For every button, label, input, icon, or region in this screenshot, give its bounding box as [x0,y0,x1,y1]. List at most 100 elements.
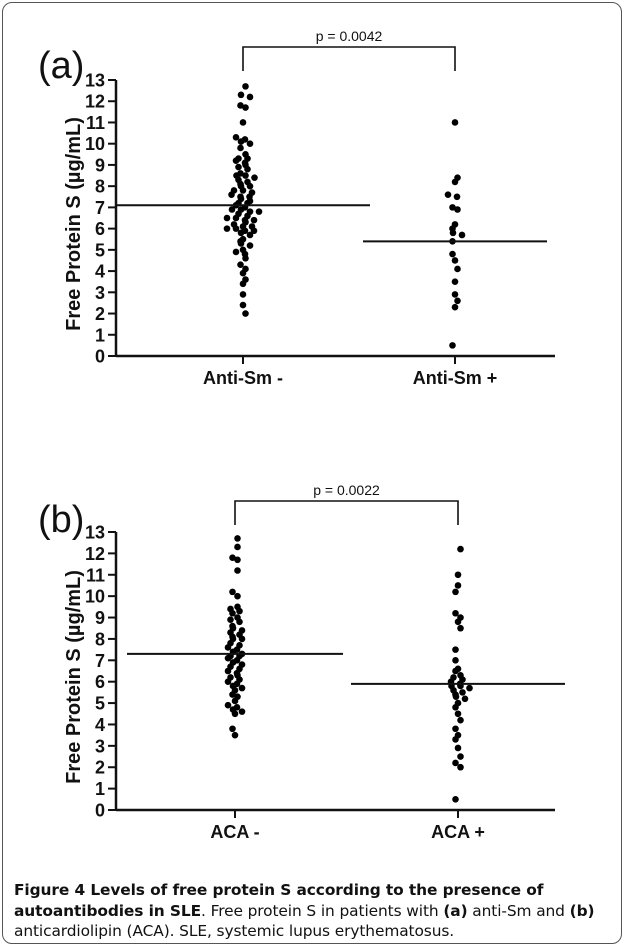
data-point-b-0-0 [234,592,241,600]
data-point-b-1-1 [461,695,469,703]
data-point-b-1-0 [457,763,464,771]
data-point-b-0-1 [233,704,241,711]
y-tick-label-b-13: 13 [85,523,105,543]
data-point-b-1-0 [452,796,459,803]
data-point-b-1-0 [457,624,464,632]
y-axis-label-a: Free Protein S (µg/mL) [63,117,85,331]
data-point-a-0-1 [246,140,254,147]
y-tick-label-a-5: 5 [95,240,105,260]
data-point-b-0-1 [236,642,243,649]
y-tick-label-b-12: 12 [85,544,105,564]
data-point-a-0-0 [232,134,240,141]
data-point-a-0-1 [244,178,251,186]
data-point-a-0-0 [242,265,249,273]
data-point-b-0-0 [229,725,236,733]
p-value-label-b: p = 0.0022 [313,482,380,498]
data-point-a-0-0 [239,291,247,298]
data-point-a-0-0 [237,170,244,177]
data-point-b-1-0 [454,710,462,718]
figure-caption: Figure 4 Levels of free protein S accord… [14,880,614,942]
data-point-b-0-0 [224,701,232,709]
y-tick-label-a-4: 4 [95,262,105,282]
data-point-b-0-0 [227,605,234,613]
data-point-b-1-0 [452,646,459,653]
data-point-a-0-0 [230,187,238,194]
data-point-b-1-0 [452,759,459,767]
panel-label-a: (a) [38,45,84,87]
y-tick-label-a-1: 1 [95,325,105,345]
data-point-b-1-0 [452,725,459,733]
data-point-b-1-0 [452,609,459,617]
data-point-a-0-0 [239,246,247,254]
data-point-b-0-0 [227,674,234,681]
y-tick-label-a-8: 8 [95,177,105,197]
caption-label-b: (b) [569,901,595,920]
data-point-a-0-0 [237,91,245,99]
data-point-a-0-0 [239,235,247,243]
data-point-b-0-0 [229,554,236,561]
data-point-a-1-0 [451,257,459,264]
data-point-a-0-2 [248,223,256,230]
data-point-b-0-0 [234,603,241,611]
caption-label-a: (a) [443,901,468,920]
data-point-a-0-2 [248,189,256,196]
y-tick-label-a-13: 13 [85,71,105,91]
data-point-a-0-1 [246,93,254,101]
data-point-b-1-0 [454,731,462,739]
data-point-a-0-1 [242,172,249,179]
y-tick-label-b-2: 2 [95,758,105,778]
data-point-a-0-0 [228,206,236,213]
data-point-b-0-0 [231,731,239,739]
y-tick-label-a-11: 11 [86,113,105,133]
data-point-a-0-1 [237,193,244,201]
data-point-a-0-1 [246,231,254,239]
y-tick-label-a-2: 2 [95,304,105,324]
data-point-b-0-0 [234,535,241,542]
data-point-a-1-0 [451,119,459,126]
data-point-b-1-2 [466,684,473,692]
y-tick-label-b-5: 5 [95,694,105,714]
data-point-a-0-0 [242,151,249,158]
data-point-a-0-0 [237,144,244,152]
data-point-a-0-3 [250,216,258,224]
data-point-b-1-0 [454,744,462,752]
y-tick-label-a-10: 10 [85,134,105,154]
data-point-b-0-0 [229,588,236,596]
y-tick-label-a-12: 12 [85,92,105,112]
data-point-a-0-0 [242,83,249,90]
data-point-a-0-2 [246,208,254,215]
data-point-b-1-0 [454,699,462,707]
y-tick-label-b-11: 11 [86,565,105,585]
data-point-b-1-0 [457,716,464,724]
data-point-b-1-0 [454,571,462,579]
data-point-b-0-1 [238,684,246,692]
caption-text-3: anticardiolipin (ACA). SLE, systemic lup… [14,922,455,940]
category-label-a-0: Anti-Sm - [203,368,283,388]
y-tick-label-a-6: 6 [95,219,105,239]
data-point-b-1-0 [457,671,464,679]
data-point-b-1-0 [457,614,464,621]
significance-bracket-a [242,46,456,71]
data-point-a-1-0 [451,303,459,311]
y-tick-label-a-0: 0 [95,347,105,367]
data-point-a-0-0 [237,261,244,269]
y-tick-label-b-3: 3 [95,736,105,756]
data-point-a-1-1 [458,231,466,239]
data-point-b-0-0 [227,616,234,623]
data-point-a-1-1 [453,193,461,201]
data-point-a-1-0 [451,221,459,228]
data-point-a-0-3 [255,208,263,215]
data-point-b-0-0 [234,614,241,621]
y-tick-label-a-9: 9 [95,155,105,175]
data-point-a-0-0 [239,301,247,309]
data-point-a-0-0 [223,214,231,222]
data-point-b-1-1 [459,689,466,696]
y-tick-label-b-0: 0 [95,801,105,821]
caption-text-1: . Free protein S in patients with [200,901,444,920]
data-point-b-0-0 [234,693,241,700]
y-tick-label-a-3: 3 [95,283,105,303]
data-point-a-0-0 [242,104,249,111]
data-point-b-1-0 [452,657,459,664]
